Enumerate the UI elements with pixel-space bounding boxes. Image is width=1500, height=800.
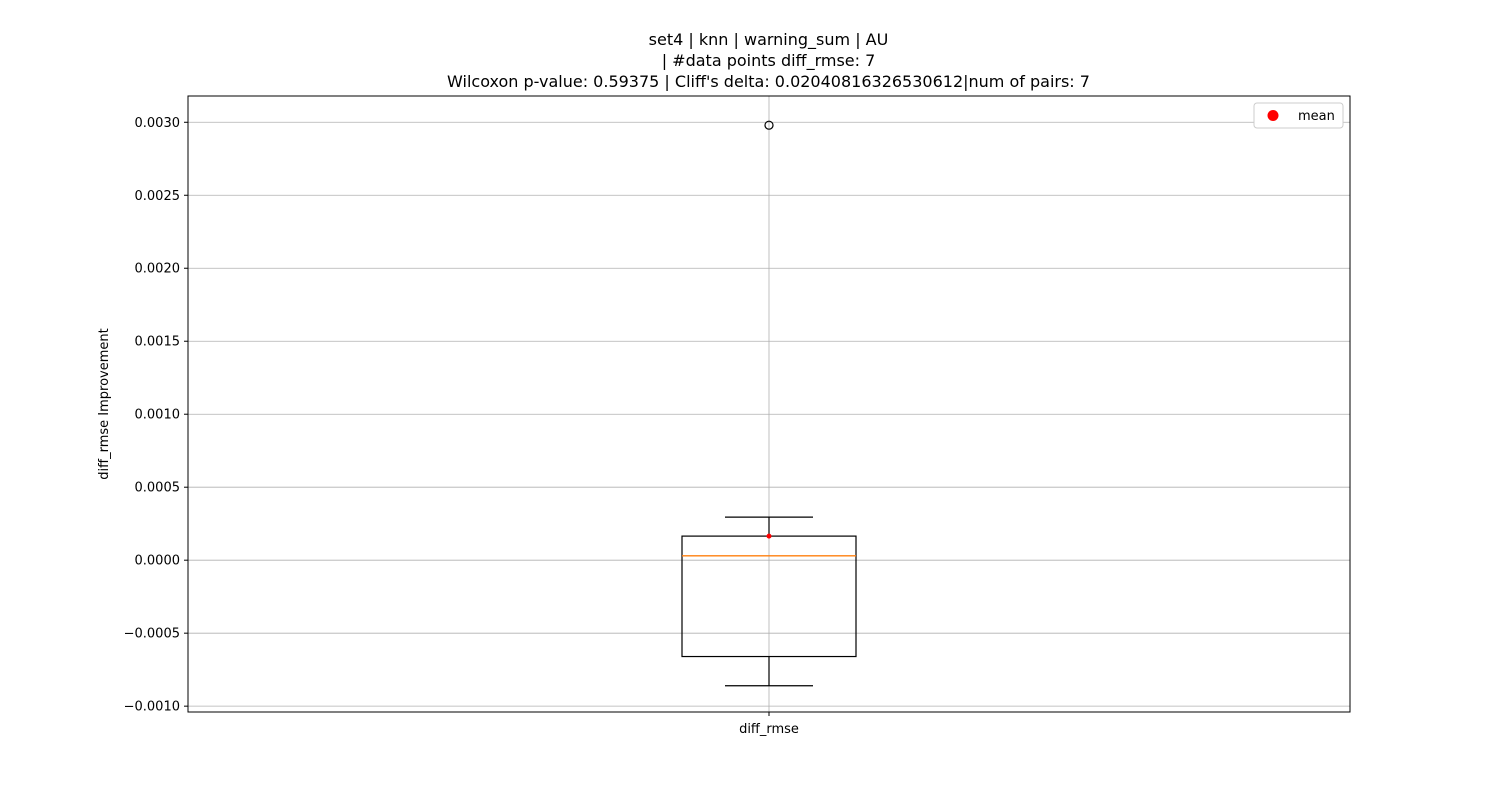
y-tick-label: 0.0015 [135,335,181,350]
y-tick-label: 0.0030 [135,116,181,131]
legend-frame [1253,102,1344,129]
y-tick-label: 0.0000 [135,554,181,569]
y-tick-label: 0.0025 [135,189,181,204]
y-axis-label: diff_rmse Improvement [97,328,112,479]
x-tick-label: diff_rmse [739,722,799,737]
chart-title-line-3: Wilcoxon p-value: 0.59375 | Cliff's delt… [447,72,1090,91]
y-tick-label: 0.0010 [135,408,181,423]
y-tick-label: −0.0010 [124,700,180,715]
chart-title-line-2: | #data points diff_rmse: 7 [661,51,876,70]
y-tick-label: 0.0005 [135,481,181,496]
axes: −0.0010 −0.0005 0.0000 0.0005 0.0010 0.0015 0.… [124,116,799,737]
box-plot-series [681,120,857,687]
y-tick-label: 0.0020 [135,262,181,277]
legend-mean-marker [1267,110,1279,121]
y-tick-label: −0.0005 [124,627,180,642]
outlier-point [764,120,774,130]
legend: mean [1253,102,1344,129]
mean-marker [766,533,772,539]
legend-mean-label: mean [1298,109,1335,124]
chart-title-line-1: set4 | knn | warning_sum | AU [648,30,889,49]
chart-title: set4 | knn | warning_sum | AU | #data po… [0,29,1500,92]
grid-lines [188,96,1350,712]
box-diff_rmse [681,120,857,687]
